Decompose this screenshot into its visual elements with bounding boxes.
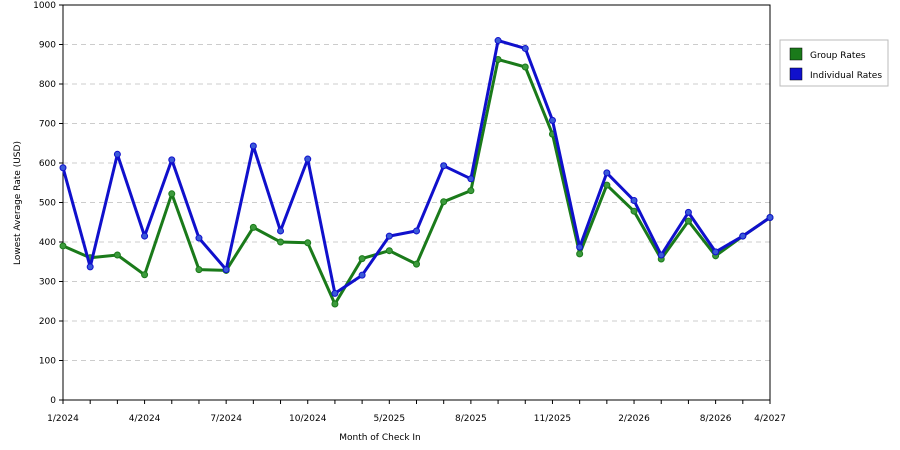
data-point — [331, 289, 339, 297]
y-tick-label: 300 — [39, 278, 56, 288]
data-point — [712, 248, 720, 256]
plot-frame — [62, 4, 771, 401]
data-point — [576, 250, 584, 258]
x-tick-label: 2/2026 — [618, 414, 650, 424]
data-point — [331, 300, 339, 308]
data-point — [168, 156, 176, 164]
data-point — [603, 169, 611, 177]
data-point — [684, 208, 692, 216]
y-tick-label: 200 — [39, 317, 56, 327]
data-point — [494, 37, 502, 45]
data-point — [385, 232, 393, 240]
data-point — [141, 271, 149, 279]
data-point — [521, 44, 529, 52]
legend-swatch — [789, 67, 803, 81]
y-axis-label: Lowest Average Rate (USD) — [13, 141, 23, 265]
y-tick-label: 900 — [39, 41, 56, 51]
data-point — [630, 207, 638, 215]
legend-label: Individual Rates — [810, 71, 882, 81]
x-tick-label: 10/2024 — [289, 414, 327, 424]
data-point — [249, 142, 257, 150]
data-point — [195, 266, 203, 274]
data-point — [385, 247, 393, 255]
data-point — [304, 155, 312, 163]
data-point — [440, 162, 448, 170]
data-point — [413, 227, 420, 235]
data-point — [141, 232, 149, 240]
data-point — [59, 242, 67, 250]
x-tick-label: 11/2025 — [534, 414, 571, 424]
data-point — [277, 238, 285, 246]
data-point — [440, 198, 448, 206]
y-tick-label: 400 — [39, 238, 56, 248]
data-point — [358, 255, 366, 263]
y-tick-label: 0 — [50, 396, 56, 406]
legend-label: Group Rates — [810, 51, 866, 61]
y-tick-label: 600 — [39, 159, 56, 169]
data-point — [467, 175, 475, 183]
x-tick-label: 5/2025 — [373, 414, 405, 424]
data-point — [548, 116, 556, 124]
data-point — [222, 266, 230, 274]
x-tick-label: 8/2026 — [700, 414, 732, 424]
x-tick-label: 4/2024 — [129, 414, 161, 424]
x-tick-label: 4/2027 — [754, 414, 786, 424]
x-tick-label: 8/2025 — [455, 414, 487, 424]
data-point — [766, 214, 774, 222]
y-tick-label: 500 — [39, 199, 56, 209]
data-point — [113, 150, 121, 158]
data-point — [657, 251, 665, 259]
y-tick-label: 100 — [39, 357, 56, 367]
data-point — [168, 190, 176, 198]
legend-swatch — [789, 47, 803, 61]
data-point — [358, 271, 366, 279]
data-point — [467, 187, 475, 195]
x-tick-label: 1/2024 — [47, 414, 79, 424]
data-point — [521, 63, 529, 71]
data-point — [59, 164, 67, 172]
data-point — [630, 197, 638, 205]
data-point — [113, 251, 121, 259]
data-point — [304, 239, 312, 247]
data-point — [249, 223, 257, 231]
data-point — [277, 227, 285, 235]
data-point — [739, 232, 747, 240]
y-tick-label: 700 — [39, 120, 56, 130]
data-point — [86, 263, 94, 271]
data-point — [603, 181, 611, 189]
y-tick-label: 800 — [39, 80, 56, 90]
data-point — [684, 217, 692, 225]
y-tick-label: 1000 — [33, 1, 56, 11]
data-point — [576, 243, 584, 251]
x-axis-label: Month of Check In — [339, 433, 421, 443]
data-point — [195, 234, 203, 242]
x-tick-label: 7/2024 — [210, 414, 242, 424]
data-point — [413, 260, 420, 268]
